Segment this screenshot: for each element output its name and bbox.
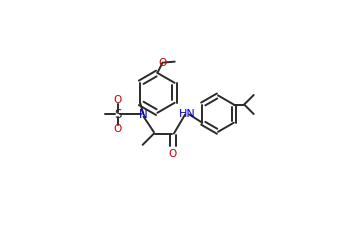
Text: O: O <box>169 149 177 159</box>
Text: N: N <box>139 108 148 121</box>
Text: O: O <box>158 58 167 68</box>
Text: S: S <box>114 108 121 121</box>
Text: O: O <box>113 95 122 105</box>
Text: O: O <box>113 124 122 134</box>
Text: HN: HN <box>179 110 195 119</box>
